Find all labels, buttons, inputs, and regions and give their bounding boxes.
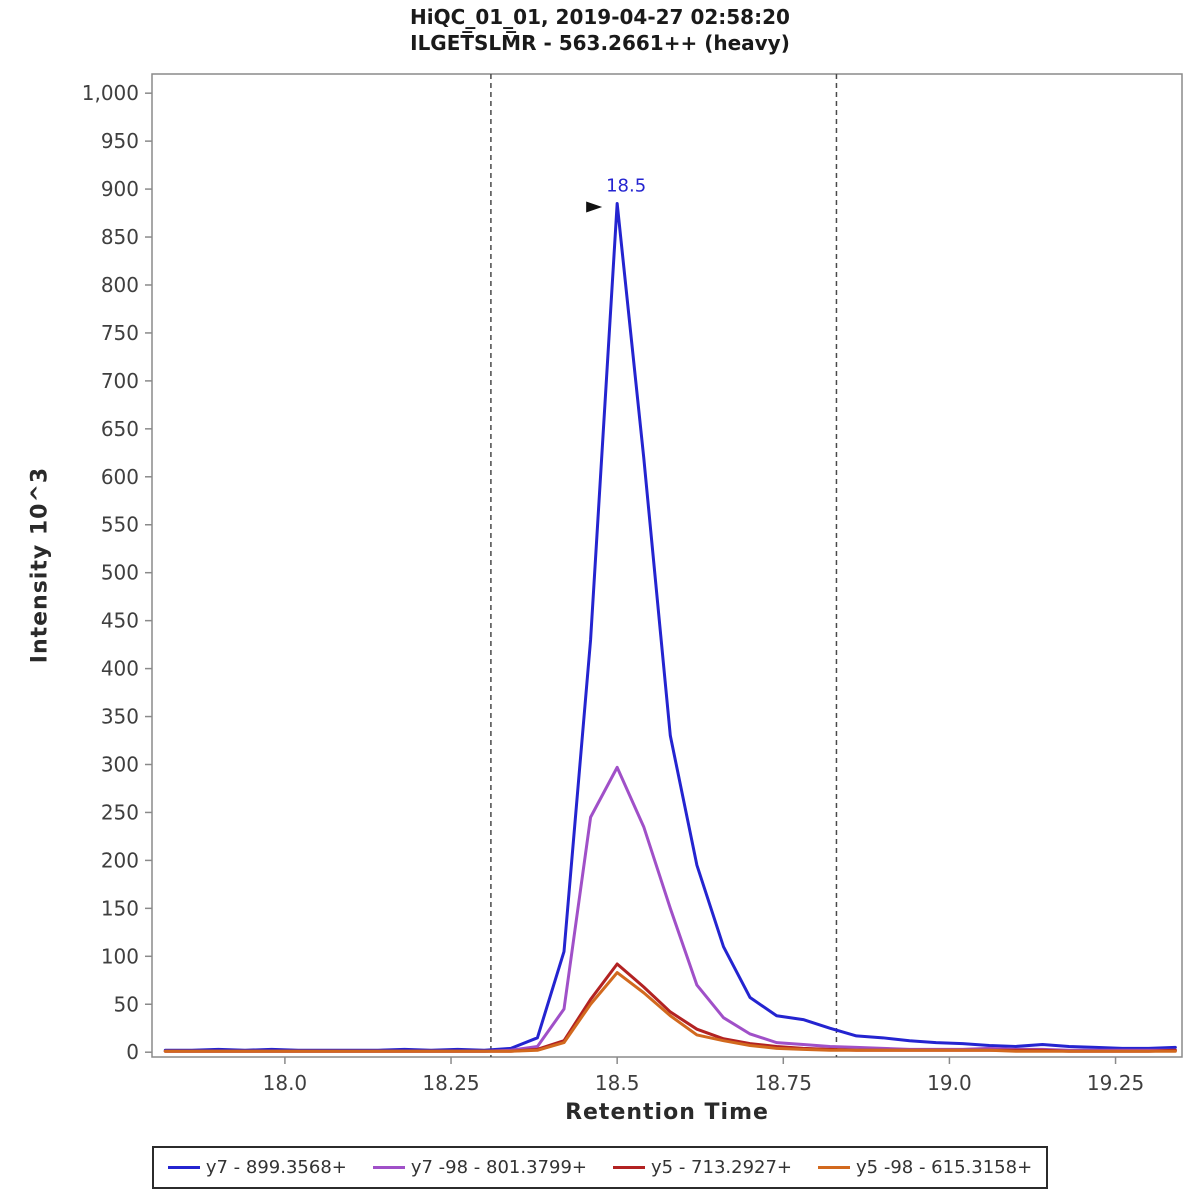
legend-line-swatch xyxy=(613,1166,645,1169)
plot-border xyxy=(151,73,1183,1058)
series-line-3 xyxy=(163,971,1177,1053)
legend-row: y7 - 899.3568+ y7 -98 - 801.3799+ y5 - 713… xyxy=(0,1146,1200,1189)
y-tick-label: 350 xyxy=(101,705,139,729)
legend-line-swatch xyxy=(818,1166,851,1169)
legend-item-2: y5 - 713.2927+ xyxy=(613,1157,792,1178)
legend-line-swatch xyxy=(372,1166,405,1169)
x-tick-label: 18.0 xyxy=(263,1071,308,1095)
legend-label: y5 - 713.2927+ xyxy=(651,1157,793,1178)
y-tick-label: 1,000 xyxy=(82,81,139,105)
peak-annotation-label: 18.5 xyxy=(606,175,646,196)
x-tick-label: 18.75 xyxy=(755,1071,812,1095)
y-tick-label: 700 xyxy=(101,369,139,393)
legend-item-1: y7 -98 - 801.3799+ xyxy=(372,1157,587,1178)
y-tick-label: 500 xyxy=(101,561,139,585)
y-tick-label: 100 xyxy=(101,944,139,968)
series-line-0 xyxy=(163,201,1177,1052)
legend-label: y5 -98 - 615.3158+ xyxy=(856,1157,1033,1178)
legend-line-swatch xyxy=(167,1166,200,1169)
legend-label: y7 - 899.3568+ xyxy=(205,1157,347,1178)
x-axis-title: Retention Time xyxy=(565,1100,769,1125)
legend-item-3: y5 -98 - 615.3158+ xyxy=(818,1157,1032,1178)
y-tick-label: 550 xyxy=(101,513,139,537)
y-tick-label: 50 xyxy=(114,992,139,1016)
chart-header: HiQC_01_01, 2019-04-27 02:58:20 ILGET̅SL… xyxy=(0,4,1200,56)
series-line-2 xyxy=(163,962,1177,1053)
chart-subtitle: ILGET̅SLM̅R - 563.2661++ (heavy) xyxy=(410,31,790,55)
y-tick-label: 450 xyxy=(101,609,139,633)
y-tick-label: 200 xyxy=(101,848,139,872)
y-tick-label: 600 xyxy=(101,465,139,489)
y-tick-label: 250 xyxy=(101,800,139,824)
y-tick-label: 850 xyxy=(101,225,139,249)
y-tick-label: 0 xyxy=(126,1040,139,1064)
series-line-1 xyxy=(163,765,1177,1053)
legend-item-0: y7 - 899.3568+ xyxy=(167,1157,347,1178)
x-tick-label: 19.25 xyxy=(1087,1071,1144,1095)
peak-arrow-icon xyxy=(586,201,603,213)
x-tick-label: 19.0 xyxy=(927,1071,972,1095)
y-tick-label: 950 xyxy=(101,129,139,153)
x-tick-label: 18.25 xyxy=(422,1071,479,1095)
y-tick-label: 750 xyxy=(101,321,139,345)
y-tick-label: 300 xyxy=(101,752,139,776)
legend: y7 - 899.3568+ y7 -98 - 801.3799+ y5 - 713… xyxy=(151,1146,1049,1189)
y-tick-label: 900 xyxy=(101,177,139,201)
y-tick-label: 800 xyxy=(101,273,139,297)
y-tick-label: 400 xyxy=(101,657,139,681)
legend-label: y7 -98 - 801.3799+ xyxy=(410,1157,587,1178)
chart-title: HiQC_01_01, 2019-04-27 02:58:20 xyxy=(410,5,790,29)
y-tick-label: 150 xyxy=(101,896,139,920)
y-tick-label: 650 xyxy=(101,417,139,441)
x-tick-label: 18.5 xyxy=(595,1071,640,1095)
